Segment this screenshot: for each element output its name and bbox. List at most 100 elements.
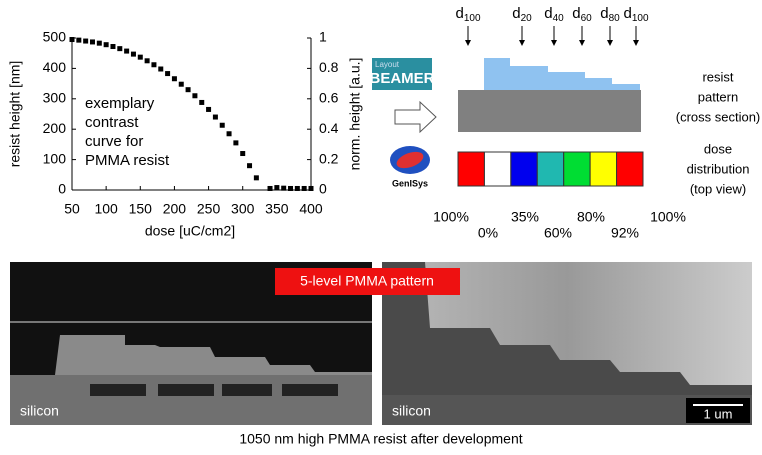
resist-profile xyxy=(484,58,640,90)
sem-tag xyxy=(222,384,272,396)
point xyxy=(206,107,211,112)
x-tick-label: 300 xyxy=(231,201,255,217)
banner-text: 5-level PMMA pattern xyxy=(300,273,434,289)
x-tick-label: 50 xyxy=(64,201,80,217)
dose-cell xyxy=(590,152,616,186)
dose-marker: d60 xyxy=(572,5,592,24)
beamer-logo-small: Layout xyxy=(375,60,400,69)
dose-marker-base: d xyxy=(455,5,463,22)
resist-label: (cross section) xyxy=(676,109,761,124)
dose-percent: 80% xyxy=(577,209,605,225)
dose-strip: 100%0%35%60%80%92%100% xyxy=(433,152,686,241)
dose-percent: 0% xyxy=(478,225,498,241)
point xyxy=(97,41,102,46)
point xyxy=(288,186,293,191)
sem-tag xyxy=(90,384,146,396)
dose-marker-base: d xyxy=(544,5,552,22)
dose-label: dose xyxy=(704,141,732,156)
y2-axis-label: norm. height [a.u.] xyxy=(347,58,363,171)
x-tick-label: 100 xyxy=(94,201,118,217)
y2-tick-label: 1 xyxy=(319,29,327,45)
point xyxy=(254,175,259,180)
dose-cell xyxy=(617,152,643,186)
genisys-logo-text: GenISys xyxy=(392,178,428,188)
dose-marker: d100 xyxy=(455,5,480,24)
resist-label: pattern xyxy=(698,89,738,104)
y2-tick-label: 0 xyxy=(319,181,327,197)
y-axis-label: resist height [nm] xyxy=(7,61,23,168)
y-tick-label: 200 xyxy=(43,120,67,136)
dose-arrow-head xyxy=(551,40,557,46)
dose-percent: 35% xyxy=(511,209,539,225)
annotation-line: exemplary xyxy=(85,95,155,112)
dose-marker-sub: 100 xyxy=(632,13,649,24)
figure: dose [uC/cm2] resist height [nm] norm. h… xyxy=(0,0,762,450)
point xyxy=(199,100,204,105)
y-tick-label: 500 xyxy=(43,29,67,45)
point xyxy=(151,62,156,67)
x-axis-label: dose [uC/cm2] xyxy=(145,223,235,239)
y2-tick-label: 0.8 xyxy=(319,59,339,75)
dose-cell xyxy=(458,152,484,186)
sem-left-substrate xyxy=(10,375,372,425)
dose-marker-sub: 20 xyxy=(521,13,533,24)
dose-marker-sub: 100 xyxy=(464,13,481,24)
y-tick-label: 300 xyxy=(43,90,67,106)
point xyxy=(233,140,238,145)
dose-marker-base: d xyxy=(600,5,608,22)
dose-arrow-head xyxy=(607,40,613,46)
point xyxy=(172,76,177,81)
point xyxy=(76,38,81,43)
resist-label: resist xyxy=(702,69,733,84)
right-label: silicon xyxy=(392,403,431,419)
dose-marker-base: d xyxy=(623,5,631,22)
dose-percent: 100% xyxy=(650,209,686,225)
x-tick-label: 250 xyxy=(197,201,221,217)
point xyxy=(83,39,88,44)
annotation-line: PMMA resist xyxy=(85,152,170,169)
y2-tick-label: 0.4 xyxy=(319,120,339,136)
point xyxy=(145,58,150,63)
point xyxy=(192,93,197,98)
x-tick-label: 200 xyxy=(163,201,187,217)
point xyxy=(247,163,252,168)
dose-marker: d40 xyxy=(544,5,564,24)
dose-arrow-head xyxy=(519,40,525,46)
y2-tick-label: 0.6 xyxy=(319,90,339,106)
x-tick-label: 400 xyxy=(299,201,323,217)
point xyxy=(281,186,286,191)
dose-marker-base: d xyxy=(512,5,520,22)
point xyxy=(124,49,129,54)
dose-label: (top view) xyxy=(690,181,746,196)
dose-arrow-head xyxy=(465,40,471,46)
dose-percent: 92% xyxy=(611,225,639,241)
left-label: silicon xyxy=(20,403,59,419)
dose-cell xyxy=(537,152,563,186)
dose-arrow-head xyxy=(633,40,639,46)
point xyxy=(227,131,232,136)
point xyxy=(240,151,245,156)
point xyxy=(158,67,163,72)
point xyxy=(90,39,95,44)
caption: 1050 nm high PMMA resist after developme… xyxy=(239,431,522,447)
annotation-line: contrast xyxy=(85,114,139,131)
beamer-logo-text: BEAMER xyxy=(369,70,434,87)
dose-marker-sub: 60 xyxy=(581,13,593,24)
dose-cell xyxy=(511,152,537,186)
y-tick-label: 0 xyxy=(58,181,66,197)
point xyxy=(302,186,307,191)
arrow xyxy=(395,102,436,132)
point xyxy=(268,186,273,191)
point xyxy=(117,46,122,51)
dose-marker: d20 xyxy=(512,5,532,24)
point xyxy=(295,186,300,191)
dose-arrow-head xyxy=(579,40,585,46)
point xyxy=(70,37,75,42)
point xyxy=(213,115,218,120)
dose-cell xyxy=(484,152,510,186)
point xyxy=(110,44,115,49)
x-tick-label: 150 xyxy=(129,201,153,217)
dose-percent: 60% xyxy=(544,225,572,241)
dose-marker-sub: 40 xyxy=(553,13,565,24)
